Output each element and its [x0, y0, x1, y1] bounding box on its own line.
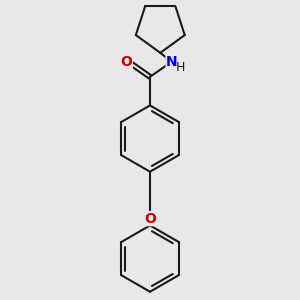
Text: O: O	[120, 55, 132, 69]
Text: N: N	[166, 56, 178, 70]
Text: H: H	[175, 61, 184, 74]
Text: O: O	[144, 212, 156, 226]
